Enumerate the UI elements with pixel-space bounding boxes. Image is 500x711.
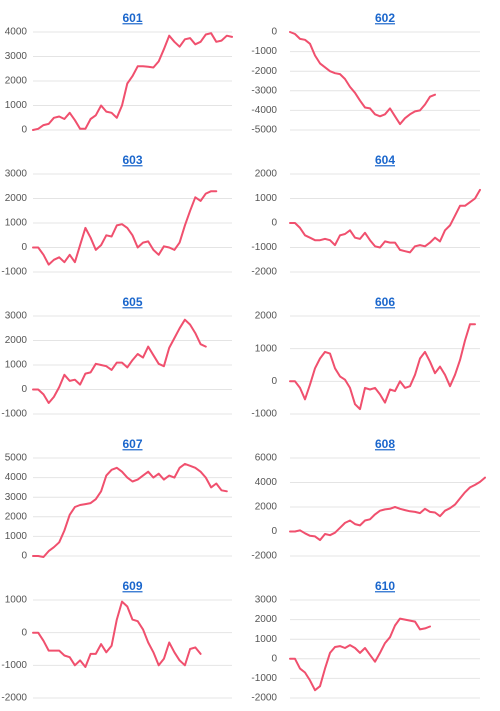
- y-tick-label: 0: [271, 27, 277, 38]
- series-line: [32, 462, 228, 558]
- chart-title[interactable]: 602: [375, 11, 395, 25]
- chart-title[interactable]: 606: [375, 295, 395, 309]
- y-tick-label: -1000: [251, 673, 277, 684]
- y-tick-label: -3000: [251, 85, 277, 96]
- series-line: [289, 476, 486, 542]
- y-tick-label: 2000: [255, 614, 278, 625]
- y-tick-label: 3000: [255, 595, 278, 606]
- y-tick-label: 0: [21, 125, 27, 136]
- chart-title[interactable]: 601: [122, 11, 142, 25]
- y-tick-label: 0: [21, 384, 27, 395]
- series-line: [289, 323, 476, 411]
- y-tick-label: -1000: [1, 660, 27, 671]
- y-tick-label: 1000: [5, 531, 28, 542]
- y-tick-label: 2000: [255, 169, 278, 180]
- y-tick-label: 1000: [255, 343, 278, 354]
- y-tick-label: 2000: [5, 511, 28, 522]
- y-tick-label: 2000: [255, 502, 278, 513]
- y-tick-label: 6000: [255, 453, 278, 464]
- y-tick-label: 1000: [5, 360, 28, 371]
- y-tick-label: -1000: [251, 46, 277, 57]
- y-tick-label: 2000: [255, 311, 278, 322]
- y-tick-label: -2000: [251, 267, 277, 278]
- series-line: [289, 188, 481, 254]
- y-tick-label: 3000: [5, 169, 28, 180]
- y-tick-label: -2000: [251, 693, 277, 704]
- y-tick-label: 0: [271, 653, 277, 664]
- y-tick-label: -2000: [251, 551, 277, 562]
- y-tick-label: 0: [21, 551, 27, 562]
- series-line: [289, 31, 436, 126]
- series-line: [32, 318, 207, 404]
- y-tick-label: -1000: [1, 267, 27, 278]
- y-tick-label: 4000: [255, 477, 278, 488]
- series-line: [32, 190, 218, 266]
- y-tick-label: 5000: [5, 453, 28, 464]
- y-tick-label: 0: [271, 526, 277, 537]
- y-tick-label: 2000: [5, 76, 28, 87]
- y-tick-label: 2000: [5, 193, 28, 204]
- y-tick-label: -1000: [1, 409, 27, 420]
- y-tick-label: -2000: [1, 693, 27, 704]
- series-line: [32, 32, 233, 131]
- chart-title[interactable]: 603: [122, 153, 142, 167]
- y-tick-label: 2000: [5, 335, 28, 346]
- y-tick-label: 1000: [255, 193, 278, 204]
- chart-title[interactable]: 605: [122, 295, 142, 309]
- y-tick-label: -5000: [251, 125, 277, 136]
- y-tick-label: -1000: [251, 409, 277, 420]
- y-tick-label: 0: [21, 627, 27, 638]
- y-tick-label: 1000: [5, 595, 28, 606]
- chart-title[interactable]: 609: [122, 579, 142, 593]
- y-tick-label: 1000: [255, 634, 278, 645]
- y-tick-label: 3000: [5, 311, 28, 322]
- chart-title[interactable]: 608: [375, 437, 395, 451]
- y-tick-label: 0: [271, 376, 277, 387]
- y-tick-label: -1000: [251, 242, 277, 253]
- y-tick-label: 1000: [5, 100, 28, 111]
- y-tick-label: -4000: [251, 105, 277, 116]
- y-tick-label: 0: [271, 218, 277, 229]
- y-tick-label: 1000: [5, 218, 28, 229]
- series-line: [32, 600, 202, 668]
- y-tick-label: 3000: [5, 492, 28, 503]
- y-tick-label: 0: [21, 242, 27, 253]
- y-tick-label: 4000: [5, 27, 28, 38]
- y-tick-label: 3000: [5, 51, 28, 62]
- chart-title[interactable]: 607: [122, 437, 142, 451]
- chart-title[interactable]: 610: [375, 579, 395, 593]
- chart-title[interactable]: 604: [375, 153, 395, 167]
- y-tick-label: -2000: [251, 66, 277, 77]
- y-tick-label: 4000: [5, 472, 28, 483]
- series-line: [289, 617, 431, 692]
